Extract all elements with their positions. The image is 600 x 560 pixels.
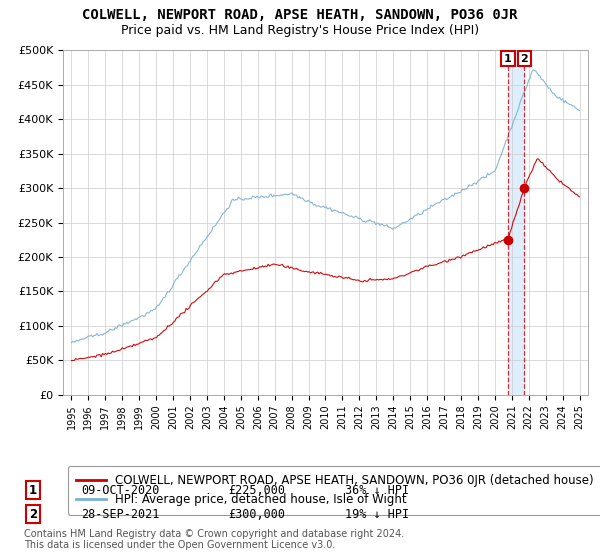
Text: 28-SEP-2021: 28-SEP-2021	[81, 507, 160, 521]
Text: 36% ↓ HPI: 36% ↓ HPI	[345, 483, 409, 497]
Text: 09-OCT-2020: 09-OCT-2020	[81, 483, 160, 497]
Text: £300,000: £300,000	[228, 507, 285, 521]
Text: Price paid vs. HM Land Registry's House Price Index (HPI): Price paid vs. HM Land Registry's House …	[121, 24, 479, 36]
Text: £225,000: £225,000	[228, 483, 285, 497]
Text: 2: 2	[520, 54, 528, 64]
Bar	[508, 50, 524, 395]
Text: 1: 1	[504, 54, 512, 64]
Legend: COLWELL, NEWPORT ROAD, APSE HEATH, SANDOWN, PO36 0JR (detached house), HPI: Aver: COLWELL, NEWPORT ROAD, APSE HEATH, SANDO…	[68, 466, 600, 515]
Text: Contains HM Land Registry data © Crown copyright and database right 2024.: Contains HM Land Registry data © Crown c…	[24, 529, 404, 539]
Text: 1: 1	[29, 483, 37, 497]
Text: This data is licensed under the Open Government Licence v3.0.: This data is licensed under the Open Gov…	[24, 540, 335, 550]
Text: 19% ↓ HPI: 19% ↓ HPI	[345, 507, 409, 521]
Text: COLWELL, NEWPORT ROAD, APSE HEATH, SANDOWN, PO36 0JR: COLWELL, NEWPORT ROAD, APSE HEATH, SANDO…	[82, 8, 518, 22]
Text: 2: 2	[29, 507, 37, 521]
